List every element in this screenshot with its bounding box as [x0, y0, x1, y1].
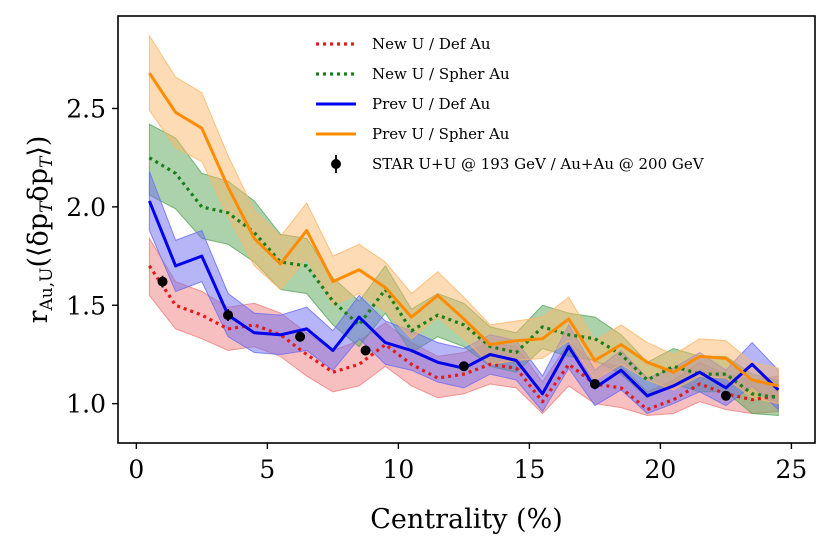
- x-axis-ticks: 0 5 10 15 20 25: [128, 443, 807, 484]
- star-point: [223, 310, 234, 321]
- y-tick-label: 1.0: [66, 390, 106, 419]
- star-point: [458, 361, 469, 372]
- y-tick-label: 1.5: [66, 291, 106, 320]
- x-tick-label: 20: [644, 455, 676, 484]
- legend-swatch-star-point: [331, 159, 341, 169]
- plot-frame: [117, 15, 816, 444]
- y-label-mid: δp: [23, 168, 54, 202]
- x-tick-label: 25: [776, 455, 808, 484]
- star-data-points: [157, 275, 731, 401]
- x-tick-label: 5: [259, 455, 275, 484]
- y-label-close: ⟩): [23, 136, 54, 157]
- legend-label-new-u-spher-au: New U / Spher Au: [372, 65, 510, 83]
- x-tick-label: 15: [513, 455, 545, 484]
- legend-label-new-u-def-au: New U / Def Au: [372, 35, 491, 53]
- band-prev-u-spher-au: [148, 33, 779, 405]
- y-tick-label: 2.0: [66, 193, 106, 222]
- legend: New U / Def Au New U / Spher Au Prev U / D…: [316, 35, 705, 173]
- legend-label-prev-u-spher-au: Prev U / Spher Au: [372, 125, 510, 143]
- y-label-main: r: [23, 310, 54, 323]
- line-new-u-spher-au: [148, 156, 779, 400]
- y-axis-label: rAu,U(⟨δpTδpT⟩): [23, 136, 57, 324]
- star-point: [360, 345, 371, 356]
- legend-label-prev-u-def-au: Prev U / Def Au: [372, 95, 491, 113]
- y-axis-ticks: 1.0 1.5 2.0 2.5: [66, 94, 118, 419]
- y-label-arg: (⟨δp: [23, 213, 54, 268]
- y-label-t2: T: [37, 155, 57, 168]
- y-label-t1: T: [37, 200, 57, 213]
- y-label-sub: Au,U: [37, 268, 57, 312]
- star-point: [295, 331, 306, 342]
- x-axis-label: Centrality (%): [370, 504, 563, 535]
- y-tick-label: 2.5: [66, 94, 106, 123]
- x-tick-label: 10: [382, 455, 414, 484]
- line-new-u-def-au: [148, 265, 779, 412]
- line-prev-u-spher-au: [148, 72, 779, 388]
- star-point: [157, 276, 168, 287]
- x-tick-label: 0: [128, 455, 144, 484]
- legend-label-star: STAR U+U @ 193 GeV / Au+Au @ 200 GeV: [372, 155, 705, 173]
- star-point: [589, 378, 600, 389]
- star-point: [720, 390, 731, 401]
